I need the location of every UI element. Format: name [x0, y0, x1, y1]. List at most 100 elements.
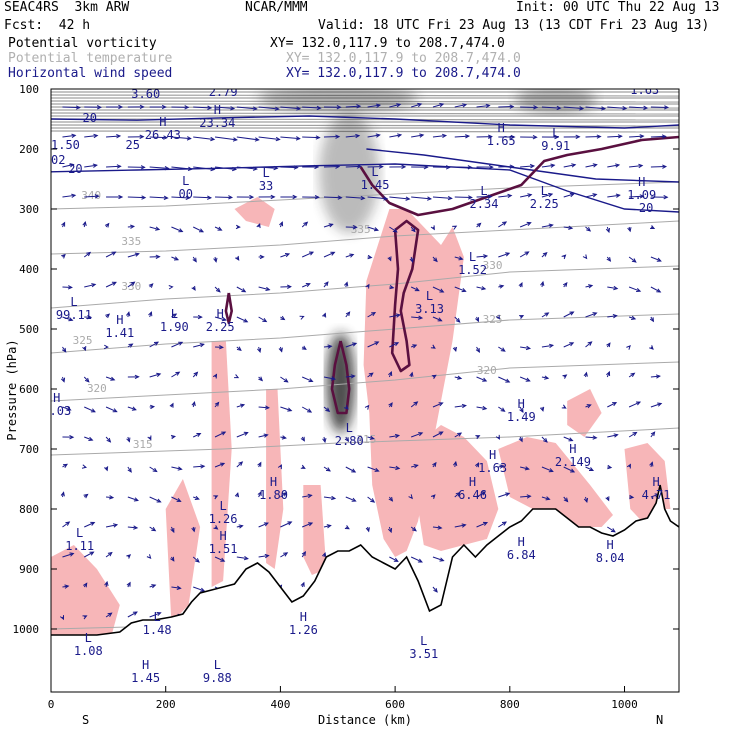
- wind-vector-head: [375, 133, 381, 138]
- pv-fill-region: [266, 389, 284, 569]
- extremum-value: 1.11: [65, 539, 94, 553]
- wind-vector-head: [476, 222, 482, 228]
- wind-vector: [62, 406, 71, 411]
- wind-vector-head: [487, 194, 493, 199]
- wind-vector: [236, 316, 248, 323]
- wind-vector-head: [527, 193, 533, 198]
- wind-vector: [323, 345, 332, 348]
- wind-vector-head: [140, 165, 146, 170]
- wind-vector: [302, 522, 313, 528]
- wind-vector: [149, 612, 161, 618]
- wind-vector-head: [133, 497, 139, 502]
- wind-vector-head: [238, 461, 244, 466]
- wind-vector-head: [417, 558, 423, 563]
- wind-vector: [432, 402, 443, 408]
- wind-vector: [629, 106, 648, 109]
- wind-vector: [345, 253, 354, 258]
- wind-vector-head: [542, 252, 548, 257]
- wind-vector-head: [59, 615, 64, 621]
- extremum-low-marker: L: [153, 610, 160, 624]
- wind-vector-head: [500, 347, 506, 352]
- wind-vector-head: [330, 251, 336, 256]
- wind-vector-head: [257, 347, 262, 354]
- wind-vector: [410, 401, 418, 408]
- wind-vector-head: [409, 371, 414, 377]
- wind-vector: [520, 466, 529, 470]
- wind-vector-head: [409, 257, 414, 263]
- wind-vector-head: [455, 318, 461, 323]
- wind-vector-head: [612, 402, 618, 407]
- wind-vector-head: [126, 554, 132, 559]
- wind-vector: [476, 491, 486, 498]
- wind-vector-head: [83, 493, 89, 499]
- wind-vector-head: [438, 402, 444, 407]
- wind-vector-head: [217, 226, 223, 231]
- wind-vector-head: [631, 315, 637, 320]
- wind-vector-head: [396, 103, 402, 108]
- wind-vector-head: [163, 135, 169, 140]
- wind-vector: [323, 376, 335, 380]
- y-tick-label: 300: [19, 203, 39, 216]
- wind-vector: [192, 556, 200, 563]
- wind-vector-head: [433, 587, 438, 593]
- extremum-value: 26.43: [145, 128, 181, 142]
- wind-vector-head: [146, 554, 152, 559]
- wind-vector: [476, 195, 492, 198]
- wind-vector-head: [126, 581, 131, 587]
- wind-vector: [236, 136, 259, 141]
- wind-vector: [411, 103, 422, 108]
- wind-speed-label: 02: [51, 153, 65, 167]
- wind-vector-head: [175, 371, 181, 376]
- extremum-high-marker: H: [518, 397, 525, 411]
- wind-vector-head: [258, 376, 264, 382]
- wind-vector-head: [91, 283, 97, 288]
- wind-vector: [411, 196, 431, 200]
- wind-vector-head: [133, 525, 139, 530]
- wind-vector-head: [234, 492, 240, 498]
- wind-vector: [84, 283, 96, 288]
- wind-vector-head: [461, 403, 467, 409]
- plot-frame: [50, 88, 680, 693]
- pv-fill-region: [363, 209, 464, 557]
- wind-vector-head: [569, 311, 575, 316]
- wind-vector-head: [369, 435, 375, 440]
- wind-vector-head: [130, 224, 136, 229]
- wind-vector-head: [103, 344, 109, 350]
- wind-vector-head: [84, 377, 90, 383]
- wind-vector-head: [150, 404, 156, 410]
- pv-contour-1-5: [359, 135, 679, 217]
- theta-isentrope-330: [51, 265, 679, 309]
- extremum-low-marker: L: [541, 184, 548, 198]
- wind-vector-head: [374, 341, 380, 346]
- wind-vector-head: [433, 257, 438, 263]
- extremum-value: 00: [179, 187, 193, 201]
- wind-vector-head: [164, 165, 170, 171]
- wind-vector-head: [60, 491, 65, 497]
- wind-vector: [105, 376, 115, 381]
- wind-vector: [389, 196, 410, 200]
- wind-vector: [258, 166, 278, 169]
- wind-vector-head: [499, 284, 505, 289]
- pv-fill-region: [498, 437, 613, 527]
- wind-vector-head: [475, 435, 481, 440]
- wind-vector-head: [196, 433, 202, 438]
- wind-vector-head: [61, 253, 66, 259]
- wind-vector-head: [68, 317, 74, 322]
- wind-vector-head: [475, 347, 480, 354]
- wind-vector-head: [569, 342, 575, 347]
- wind-vector-head: [355, 133, 361, 139]
- wind-vector-head: [452, 225, 458, 230]
- wind-vector-head: [112, 408, 118, 413]
- wind-vector-head: [505, 378, 511, 383]
- wind-vector-head: [556, 105, 562, 111]
- wind-vector: [345, 342, 357, 348]
- terrain-line: [51, 484, 679, 636]
- wind-vector-head: [544, 312, 550, 317]
- wind-speed-label: 25: [126, 138, 140, 152]
- wind-vector-head: [360, 195, 366, 201]
- wind-vector-head: [325, 467, 331, 472]
- wind-vector: [193, 136, 215, 140]
- wind-vector-head: [273, 165, 279, 171]
- wind-vector-head: [116, 164, 122, 169]
- extremum-value: 1.63: [478, 461, 507, 475]
